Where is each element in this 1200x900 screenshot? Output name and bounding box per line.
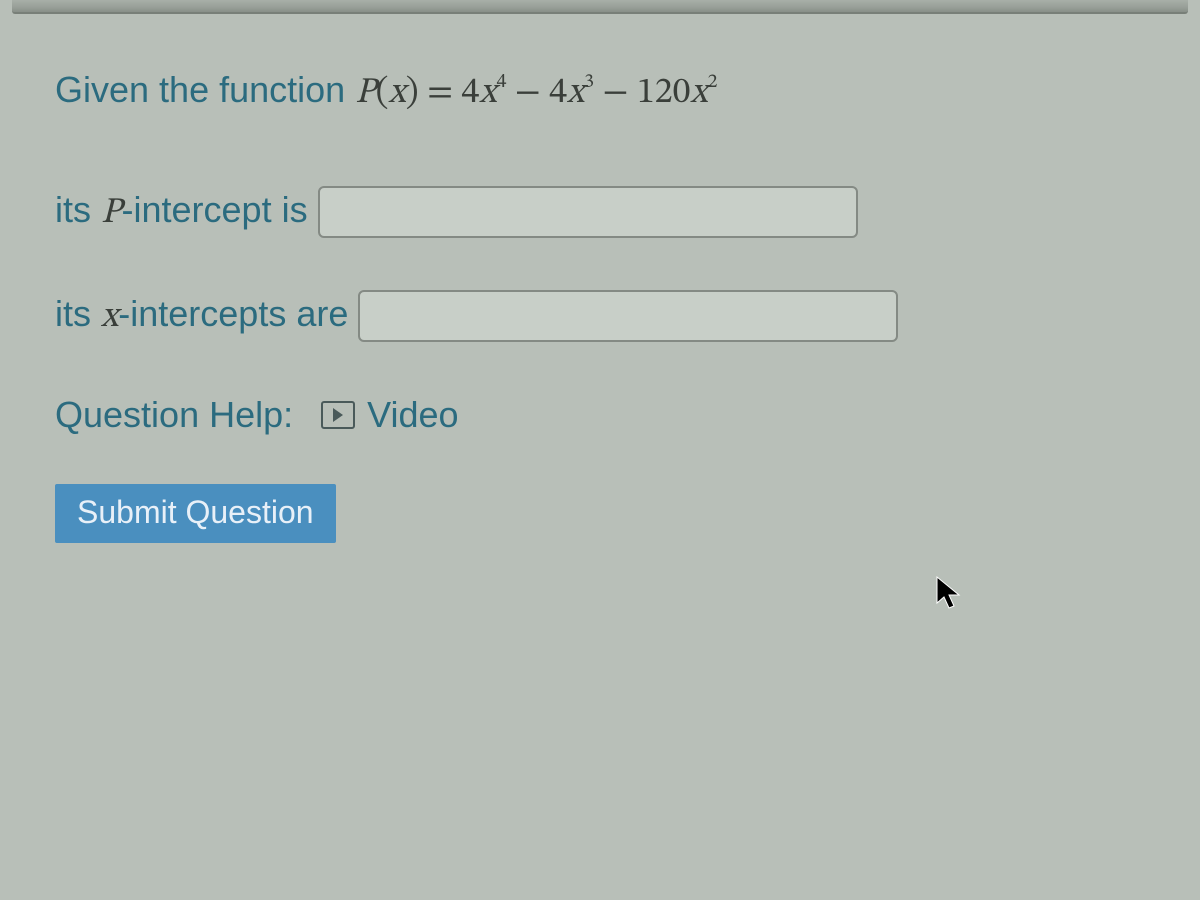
x-intercepts-label-prefix: its — [55, 293, 101, 334]
op-3: − — [603, 75, 629, 111]
play-triangle-icon — [333, 408, 343, 422]
prev-question-box-edge — [12, 0, 1188, 14]
question-help-row: Question Help: Video — [55, 394, 1170, 436]
term-3-coef: 120 — [637, 75, 690, 111]
video-link-text: Video — [367, 394, 458, 436]
x-intercepts-input[interactable] — [358, 290, 898, 342]
x-intercepts-label-suffix: -intercepts are — [118, 293, 348, 334]
p-intercept-label: its P-intercept is — [55, 189, 308, 236]
func-var: x — [389, 75, 406, 111]
term-1-exp: 4 — [497, 72, 507, 92]
question-help-label: Question Help: — [55, 394, 293, 436]
x-intercepts-row: its x-intercepts are — [55, 290, 1170, 342]
op-2: − — [515, 75, 541, 111]
term-1-coef: 4 — [461, 75, 479, 111]
p-intercept-input[interactable] — [318, 186, 858, 238]
func-name: P — [355, 75, 375, 111]
video-icon — [321, 401, 355, 429]
p-intercept-label-suffix: -intercept is — [122, 189, 308, 230]
submit-question-button[interactable]: Submit Question — [55, 484, 336, 543]
submit-button-label: Submit Question — [77, 494, 314, 530]
video-link[interactable]: Video — [321, 394, 458, 436]
prompt-prefix-text: Given the function — [55, 69, 355, 110]
x-intercepts-label: its x-intercepts are — [55, 293, 348, 340]
p-intercept-label-prefix: its — [55, 189, 101, 230]
term-2-exp: 3 — [584, 72, 594, 92]
term-3-var: x — [690, 75, 707, 111]
function-expression: P(x) = 4x4 − 4x3 − 120x2 — [355, 75, 717, 111]
term-2-var: x — [567, 75, 584, 111]
cursor-icon — [935, 575, 963, 611]
term-3-exp: 2 — [708, 72, 718, 92]
term-2-coef: 4 — [549, 75, 567, 111]
question-prompt: Given the function P(x) = 4x4 − 4x3 − 12… — [55, 69, 1170, 116]
p-intercept-row: its P-intercept is — [55, 186, 1170, 238]
question-body: Given the function P(x) = 4x4 − 4x3 − 12… — [0, 14, 1200, 573]
term-1-var: x — [479, 75, 496, 111]
x-intercepts-label-math: x — [101, 299, 118, 335]
p-intercept-label-math: P — [101, 195, 121, 231]
